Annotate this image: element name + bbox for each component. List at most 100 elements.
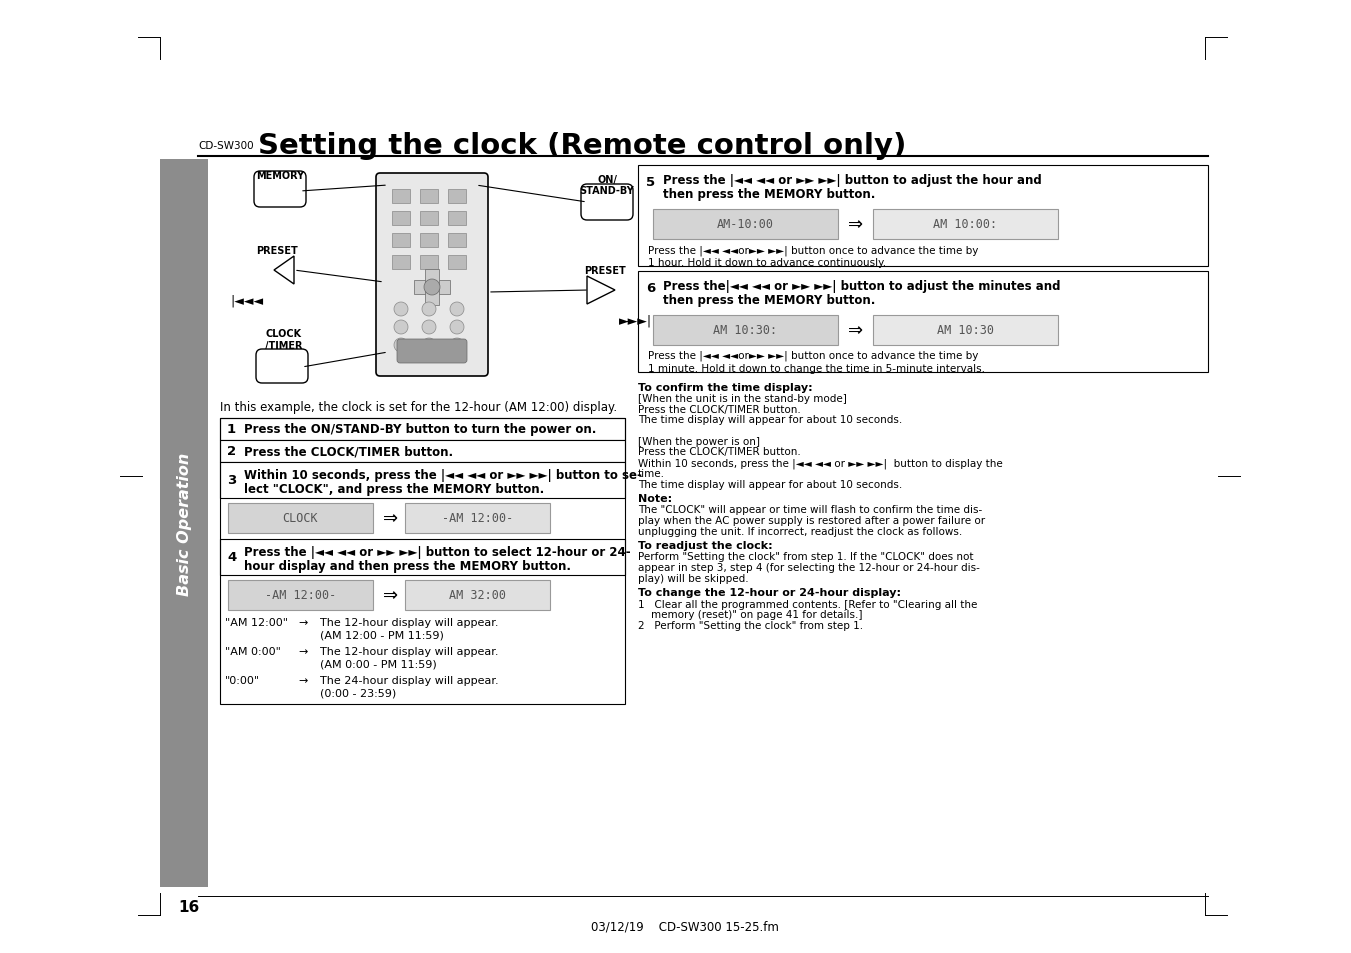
Text: 2: 2 xyxy=(227,445,236,458)
Text: (0:00 - 23:59): (0:00 - 23:59) xyxy=(320,688,396,699)
Bar xyxy=(653,315,838,346)
Text: then press the MEMORY button.: then press the MEMORY button. xyxy=(663,294,875,307)
Circle shape xyxy=(422,320,436,335)
Text: 1 minute. Hold it down to change the time in 5-minute intervals.: 1 minute. Hold it down to change the tim… xyxy=(648,364,985,374)
Text: →: → xyxy=(299,646,308,657)
Bar xyxy=(653,210,838,240)
Text: (AM 0:00 - PM 11:59): (AM 0:00 - PM 11:59) xyxy=(320,659,436,669)
Text: Press the |◄◄ ◄◄ or ►► ►►| button to adjust the hour and: Press the |◄◄ ◄◄ or ►► ►►| button to adj… xyxy=(663,173,1042,187)
Text: Within 10 seconds, press the |◄◄ ◄◄ or ►► ►►| button to se-: Within 10 seconds, press the |◄◄ ◄◄ or ►… xyxy=(245,469,642,481)
Text: STAND-BY: STAND-BY xyxy=(580,186,635,195)
Text: PRESET: PRESET xyxy=(257,246,297,255)
Text: -AM 12:00-: -AM 12:00- xyxy=(265,589,336,602)
Bar xyxy=(392,212,409,226)
Text: ⇒: ⇒ xyxy=(848,215,863,233)
Bar xyxy=(405,580,550,610)
FancyBboxPatch shape xyxy=(397,339,467,364)
Polygon shape xyxy=(586,276,615,305)
Bar xyxy=(420,190,438,204)
Text: appear in step 3, step 4 (for selecting the 12-hour or 24-hour dis-: appear in step 3, step 4 (for selecting … xyxy=(638,562,979,573)
Text: /TIMER: /TIMER xyxy=(265,340,303,351)
Text: 3: 3 xyxy=(227,474,236,487)
Text: The 12-hour display will appear.: The 12-hour display will appear. xyxy=(320,618,499,627)
Bar xyxy=(420,233,438,248)
Bar xyxy=(873,315,1058,346)
Bar xyxy=(220,539,626,576)
Text: To readjust the clock:: To readjust the clock: xyxy=(638,541,773,551)
Text: To change the 12-hour or 24-hour display:: To change the 12-hour or 24-hour display… xyxy=(638,588,901,598)
Text: memory (reset)" on page 41 for details.]: memory (reset)" on page 41 for details.] xyxy=(638,610,862,619)
Text: Press the |◄◄ ◄◄ or ►► ►►| button to select 12-hour or 24-: Press the |◄◄ ◄◄ or ►► ►►| button to sel… xyxy=(245,545,631,558)
Text: lect "CLOCK", and press the MEMORY button.: lect "CLOCK", and press the MEMORY butto… xyxy=(245,482,544,496)
Circle shape xyxy=(450,338,463,353)
Circle shape xyxy=(394,338,408,353)
Text: ⇒: ⇒ xyxy=(384,586,399,604)
Circle shape xyxy=(450,320,463,335)
Text: ►►►|: ►►►| xyxy=(619,314,653,327)
Text: -AM 12:00-: -AM 12:00- xyxy=(442,512,513,525)
Text: play when the AC power supply is restored after a power failure or: play when the AC power supply is restore… xyxy=(638,516,985,525)
Bar xyxy=(449,190,466,204)
Bar xyxy=(420,212,438,226)
Bar xyxy=(449,212,466,226)
Bar xyxy=(220,418,626,440)
Text: ⇒: ⇒ xyxy=(384,510,399,527)
Text: Press the CLOCK/TIMER button.: Press the CLOCK/TIMER button. xyxy=(638,404,801,415)
Circle shape xyxy=(394,320,408,335)
Text: The 24-hour display will appear.: The 24-hour display will appear. xyxy=(320,676,499,685)
Text: Perform "Setting the clock" from step 1. If the "CLOCK" does not: Perform "Setting the clock" from step 1.… xyxy=(638,552,974,562)
Text: Press the CLOCK/TIMER button.: Press the CLOCK/TIMER button. xyxy=(245,445,453,458)
Text: Setting the clock (Remote control only): Setting the clock (Remote control only) xyxy=(258,132,907,160)
Bar xyxy=(413,281,450,294)
FancyBboxPatch shape xyxy=(581,185,634,221)
Text: MEMORY: MEMORY xyxy=(255,171,304,181)
Bar xyxy=(426,270,439,306)
Text: Press the ON/STAND-BY button to turn the power on.: Press the ON/STAND-BY button to turn the… xyxy=(245,423,596,436)
Text: ⇒: ⇒ xyxy=(848,322,863,339)
Text: (AM 12:00 - PM 11:59): (AM 12:00 - PM 11:59) xyxy=(320,630,444,640)
Bar xyxy=(405,503,550,534)
Bar xyxy=(159,160,208,887)
Text: AM-10:00: AM-10:00 xyxy=(717,218,774,232)
Text: time.: time. xyxy=(638,469,665,478)
Text: 4: 4 xyxy=(227,551,236,564)
Text: "0:00": "0:00" xyxy=(226,676,261,685)
Text: →: → xyxy=(299,618,308,627)
FancyBboxPatch shape xyxy=(376,173,488,376)
Text: then press the MEMORY button.: then press the MEMORY button. xyxy=(663,188,875,201)
Text: Press the |◄◄ ◄◄or►► ►►| button once to advance the time by: Press the |◄◄ ◄◄or►► ►►| button once to … xyxy=(648,245,978,255)
Bar xyxy=(220,418,626,704)
Bar xyxy=(228,503,373,534)
Text: AM 10:30:: AM 10:30: xyxy=(713,324,778,337)
Text: Press the |◄◄ ◄◄or►► ►►| button once to advance the time by: Press the |◄◄ ◄◄or►► ►►| button once to … xyxy=(648,351,978,361)
Text: unplugging the unit. If incorrect, readjust the clock as follows.: unplugging the unit. If incorrect, readj… xyxy=(638,526,962,537)
Text: Press the|◄◄ ◄◄ or ►► ►►| button to adjust the minutes and: Press the|◄◄ ◄◄ or ►► ►►| button to adju… xyxy=(663,280,1061,293)
Text: The time display will appear for about 10 seconds.: The time display will appear for about 1… xyxy=(638,415,902,425)
Text: PRESET: PRESET xyxy=(584,266,626,275)
Bar xyxy=(638,272,1208,373)
Text: The "CLOCK" will appear or time will flash to confirm the time dis-: The "CLOCK" will appear or time will fla… xyxy=(638,505,982,515)
Text: 1 hour. Hold it down to advance continuously.: 1 hour. Hold it down to advance continuo… xyxy=(648,257,886,268)
Text: 5: 5 xyxy=(646,175,655,189)
Text: hour display and then press the MEMORY button.: hour display and then press the MEMORY b… xyxy=(245,559,571,573)
Bar xyxy=(392,233,409,248)
FancyBboxPatch shape xyxy=(254,172,305,208)
Circle shape xyxy=(394,303,408,316)
Bar xyxy=(873,210,1058,240)
Text: 6: 6 xyxy=(646,282,655,294)
Bar xyxy=(392,255,409,270)
Text: "AM 12:00": "AM 12:00" xyxy=(226,618,288,627)
Bar xyxy=(220,440,626,462)
Bar xyxy=(449,233,466,248)
Circle shape xyxy=(422,303,436,316)
Text: 2   Perform "Setting the clock" from step 1.: 2 Perform "Setting the clock" from step … xyxy=(638,620,863,630)
Text: play) will be skipped.: play) will be skipped. xyxy=(638,573,748,583)
Text: CD-SW300: CD-SW300 xyxy=(199,141,254,151)
Bar xyxy=(638,166,1208,267)
Bar xyxy=(420,255,438,270)
Text: CLOCK: CLOCK xyxy=(282,512,319,525)
Circle shape xyxy=(424,280,440,295)
Text: AM 32:00: AM 32:00 xyxy=(449,589,507,602)
Circle shape xyxy=(450,303,463,316)
FancyBboxPatch shape xyxy=(255,350,308,384)
